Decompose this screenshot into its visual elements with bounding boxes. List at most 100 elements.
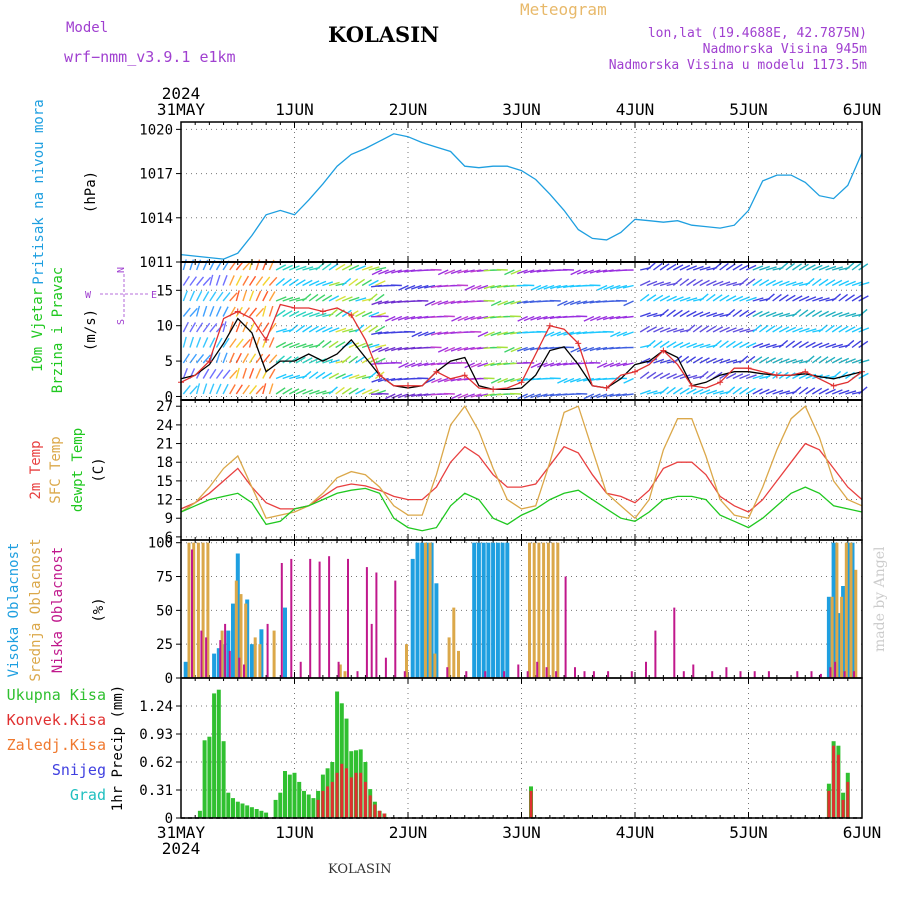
series-bar — [753, 671, 756, 678]
wind-barb — [583, 393, 595, 400]
wind-barb — [844, 339, 855, 349]
wind-barb — [215, 352, 221, 364]
wind-barb — [374, 293, 385, 302]
wind-barb — [659, 281, 671, 287]
wind-barb — [249, 307, 258, 317]
wind-barb — [759, 311, 770, 318]
gust-marker — [206, 358, 213, 365]
wind-barb — [699, 370, 709, 380]
wind-barb — [288, 388, 300, 395]
compass-w: W — [85, 290, 92, 301]
pressure-unit: (hPa) — [83, 171, 99, 213]
wind-barb — [464, 284, 475, 291]
wind-barb — [390, 377, 402, 382]
series-bar — [330, 781, 334, 818]
series-line — [180, 442, 863, 513]
wind-barb — [215, 383, 222, 395]
wind-barb — [686, 310, 697, 318]
series-bar — [546, 542, 550, 678]
wind-barb — [530, 362, 542, 369]
series-bar — [258, 644, 262, 678]
wind-barb — [732, 373, 744, 380]
wind-barb — [361, 311, 373, 318]
wind-barb — [503, 300, 515, 306]
series-bar — [187, 542, 191, 678]
wind-barb — [659, 359, 671, 364]
wind-barb — [739, 328, 751, 333]
series-bar — [205, 637, 208, 678]
wind-barb — [268, 368, 276, 379]
wind-barb — [209, 368, 217, 379]
gust-marker — [575, 340, 582, 347]
wind-barb — [805, 309, 816, 318]
wind-barb — [457, 377, 469, 382]
wind-barb — [818, 278, 829, 287]
wind-barb — [583, 315, 595, 322]
wind-barb — [851, 281, 863, 287]
wind-barb — [390, 300, 402, 304]
gust-marker — [717, 379, 724, 386]
wind-barb — [752, 342, 764, 349]
y-tick-label: 24 — [156, 418, 173, 434]
wind-barb — [222, 337, 230, 348]
panel-3: 6 9 12 15 18 21 24 27 — [156, 399, 863, 546]
wind-barb — [679, 355, 690, 364]
gust-marker — [291, 305, 298, 311]
wind-barb — [659, 308, 669, 318]
wind-barb — [235, 338, 244, 348]
wind-barb — [659, 372, 671, 380]
wind-barb — [302, 266, 314, 271]
series-bar — [840, 596, 844, 678]
wind-barb — [268, 354, 278, 364]
wind-barb — [348, 296, 360, 302]
wind-barb — [202, 305, 208, 317]
wind-barb — [739, 277, 749, 287]
series-bar — [574, 667, 576, 678]
y-tick-label: 1017 — [139, 167, 173, 183]
wind-barb — [328, 386, 338, 395]
wind-barb — [315, 339, 325, 349]
wind-barb — [639, 371, 650, 380]
wind-barb — [811, 355, 822, 364]
wind-barb — [569, 300, 581, 306]
series-bar — [767, 671, 770, 678]
wind-barb — [496, 284, 508, 289]
series-bar — [447, 637, 451, 678]
wind-barb — [706, 312, 718, 318]
wind-barb — [725, 372, 737, 380]
series-bar — [434, 583, 439, 678]
wind-barb — [377, 300, 389, 305]
wind-barb — [805, 264, 816, 271]
series-bar — [202, 740, 207, 818]
y-tick-label: 27 — [156, 399, 173, 415]
wind-barb — [444, 346, 456, 353]
wind-barb — [384, 315, 396, 322]
bottom-date-label: 5JUN — [729, 823, 768, 842]
wind-barb — [832, 266, 843, 271]
precip-legend-5: Grad — [70, 786, 106, 804]
wind-barb — [659, 386, 669, 395]
wind-barb — [778, 358, 790, 364]
wind-barb — [315, 280, 327, 287]
wind-barb — [739, 373, 750, 380]
series-bar — [219, 640, 222, 678]
wind-barb — [451, 315, 462, 322]
wind-barb — [759, 356, 770, 364]
wind-barb — [483, 393, 495, 397]
wind-barb — [686, 324, 696, 333]
wind-barb — [653, 340, 663, 349]
wind-barb — [450, 377, 462, 382]
wind-barb — [371, 331, 383, 336]
wind-barb — [302, 325, 313, 333]
series-bar — [221, 741, 226, 818]
temp-axis-title-1: 2m Temp — [28, 440, 44, 499]
series-bar — [829, 667, 832, 678]
wind-barb — [328, 308, 338, 318]
wind-barb — [752, 324, 762, 333]
wind-barb — [792, 308, 802, 318]
wind-barb — [583, 346, 595, 352]
wind-barb — [811, 387, 823, 395]
wind-barb — [672, 277, 683, 287]
